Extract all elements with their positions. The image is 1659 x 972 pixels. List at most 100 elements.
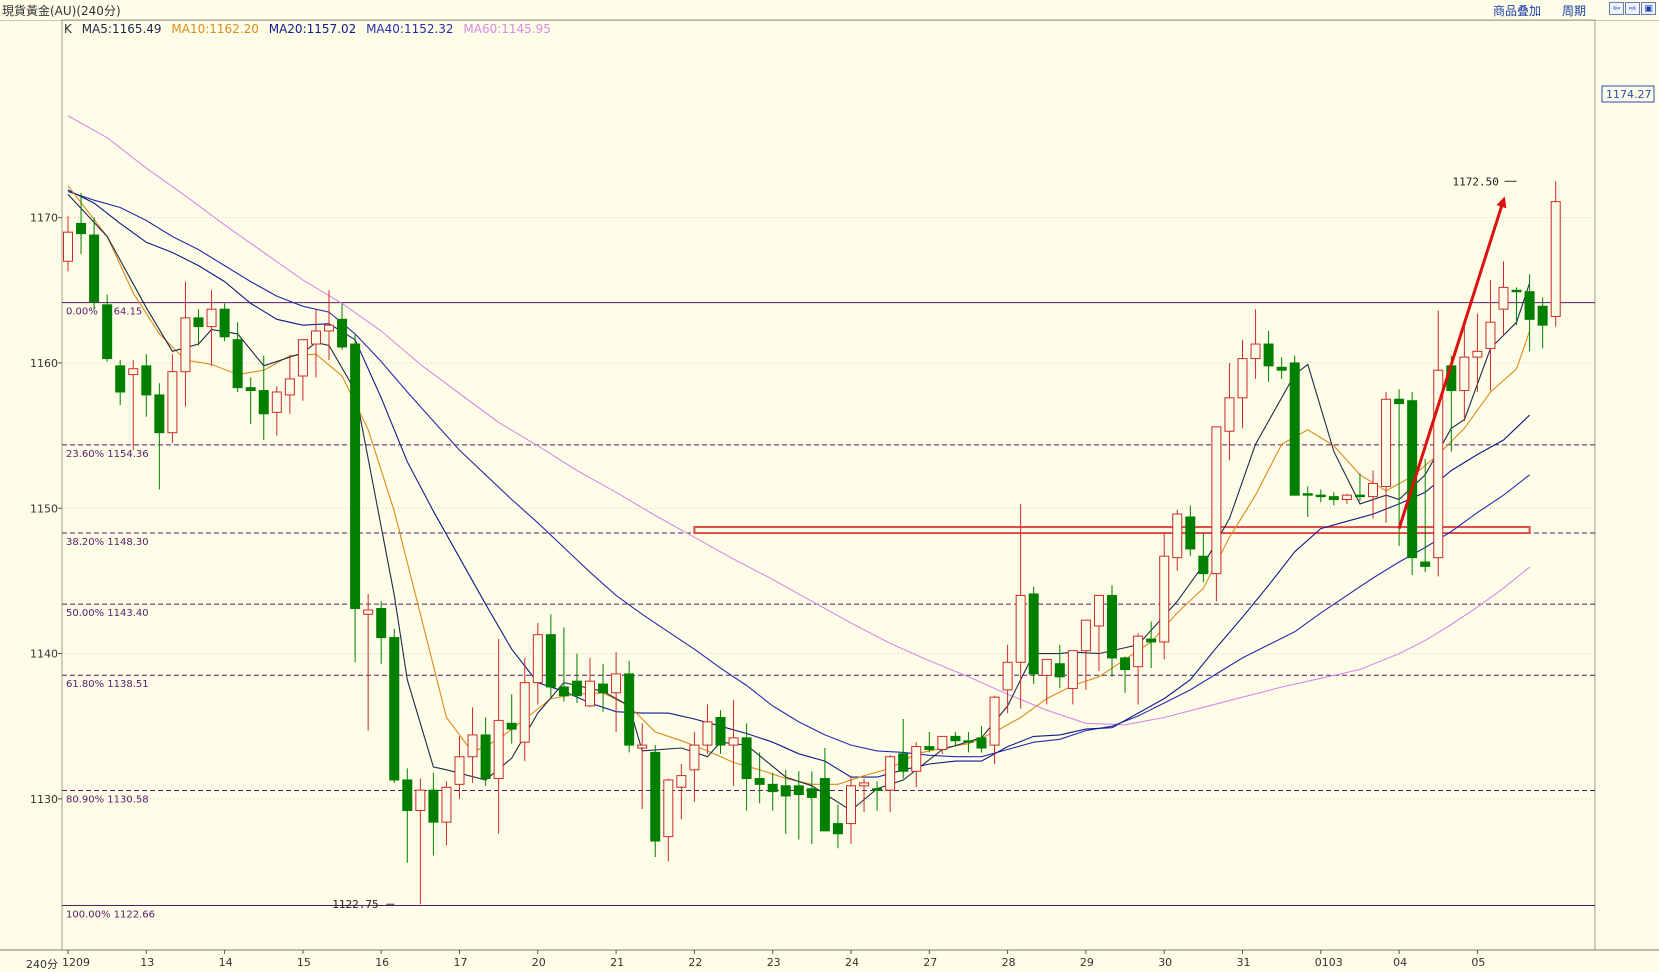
candle-body — [819, 778, 830, 832]
x-tick-label: 27 — [923, 956, 937, 969]
x-tick-label: 29 — [1080, 956, 1094, 969]
x-tick-label: 16 — [375, 956, 389, 969]
candle-body — [63, 231, 73, 262]
candle-body — [519, 682, 530, 743]
ma-legend: K MA5:1165.49 MA10:1162.20 MA20:1157.02 … — [64, 22, 557, 36]
candle-body — [1041, 658, 1052, 676]
candle-body — [506, 722, 517, 730]
candle-body — [1263, 343, 1274, 367]
candle-body — [1002, 661, 1013, 691]
fib-level-label: 38.20% 1148.30 — [66, 537, 149, 548]
candle-body — [558, 686, 569, 697]
candle-body — [1341, 494, 1352, 501]
candle-body — [128, 368, 139, 376]
candle-body — [480, 734, 491, 780]
candle-body — [702, 721, 713, 746]
candle-body — [76, 222, 87, 235]
candle-body — [441, 786, 452, 823]
candle-body — [180, 317, 191, 373]
candle-body — [193, 317, 204, 328]
current-price-label: 1174.27 — [1606, 88, 1652, 101]
ma10-line — [67, 185, 1531, 785]
candle-body — [663, 779, 674, 838]
candle-body — [767, 783, 778, 793]
candle-body — [1485, 321, 1496, 349]
candle-body — [1315, 494, 1326, 498]
x-tick-label: 30 — [1158, 956, 1172, 969]
candle-body — [1381, 398, 1392, 487]
candle-body — [545, 634, 556, 688]
x-tick-label: 23 — [767, 956, 781, 969]
period-button[interactable]: 周期 — [1562, 4, 1587, 18]
candle-body — [271, 391, 282, 413]
candle-body — [310, 330, 321, 345]
scroll-right-icon[interactable]: ⇨ — [1625, 2, 1640, 15]
candle-body — [898, 753, 909, 772]
fib-level-label: 50.00% 1143.40 — [66, 608, 149, 619]
candle-body — [258, 390, 269, 415]
candle-body — [324, 324, 334, 332]
candle-body — [1250, 343, 1261, 360]
candle-body — [467, 734, 478, 758]
candle-body — [832, 823, 843, 835]
candle-body — [728, 737, 739, 746]
candle-body — [637, 744, 648, 749]
candle-body — [154, 394, 165, 434]
candle-body — [1407, 400, 1418, 559]
candle-body — [532, 634, 543, 684]
candle-body — [1172, 513, 1183, 559]
y-tick-label: 1130 — [30, 793, 58, 806]
candle-body — [376, 608, 387, 639]
candle-body — [741, 737, 752, 780]
candle-body — [585, 680, 595, 707]
candle-body — [963, 740, 974, 743]
candle-body — [885, 756, 896, 791]
candle-body — [1459, 356, 1470, 392]
candle-body — [1472, 350, 1483, 358]
support-zone — [693, 526, 1531, 535]
x-tick-label: 17 — [454, 956, 468, 969]
restore-icon[interactable]: ▣ — [1641, 2, 1656, 15]
candle-body — [89, 234, 100, 303]
trend-arrow-line — [1397, 199, 1505, 530]
candle-body — [1107, 594, 1117, 659]
candle-body — [1289, 362, 1300, 496]
candle-body — [245, 387, 256, 392]
ma60-line — [67, 115, 1530, 726]
candle-body — [1550, 201, 1561, 317]
chart-title: 現貨黃金(AU)(240分) — [2, 4, 121, 18]
candle-body — [872, 788, 883, 791]
high-price-label: 1172.50 — [1453, 175, 1499, 188]
candle-body — [1511, 289, 1522, 293]
candle-body — [1433, 369, 1444, 559]
candle-body — [950, 735, 961, 742]
scroll-left-icon[interactable]: ⇦ — [1609, 2, 1624, 15]
legend-item-k: K — [64, 22, 72, 36]
candle-body — [284, 378, 295, 396]
x-tick-label: 28 — [1002, 956, 1016, 969]
candle-body — [389, 637, 400, 781]
x-tick-label: 04 — [1393, 956, 1407, 969]
candle-body — [1159, 555, 1170, 643]
ma20-line — [67, 189, 1530, 778]
candle-body — [1237, 358, 1248, 399]
candle-body — [1524, 291, 1535, 320]
candle-body — [1394, 398, 1405, 405]
candle-body — [1328, 496, 1339, 501]
candle-body — [1120, 657, 1131, 671]
x-tick-label: 1209 — [62, 956, 90, 969]
candle-body — [937, 735, 948, 750]
candle-body — [1067, 650, 1078, 689]
top-toolbar: 現貨黃金(AU)(240分) 商品叠加 周期 ⇦ ⇨ ▣ — [0, 0, 1659, 21]
x-tick-label: 22 — [688, 956, 702, 969]
candle-body — [141, 365, 152, 396]
candle-body — [115, 365, 126, 393]
candle-body — [350, 343, 361, 610]
overlay-button[interactable]: 商品叠加 — [1493, 4, 1542, 18]
candle-body — [402, 779, 413, 811]
current-price-box — [1601, 85, 1655, 103]
candle-body — [219, 308, 230, 338]
candle-body — [806, 788, 817, 798]
x-tick-label: 14 — [219, 956, 233, 969]
